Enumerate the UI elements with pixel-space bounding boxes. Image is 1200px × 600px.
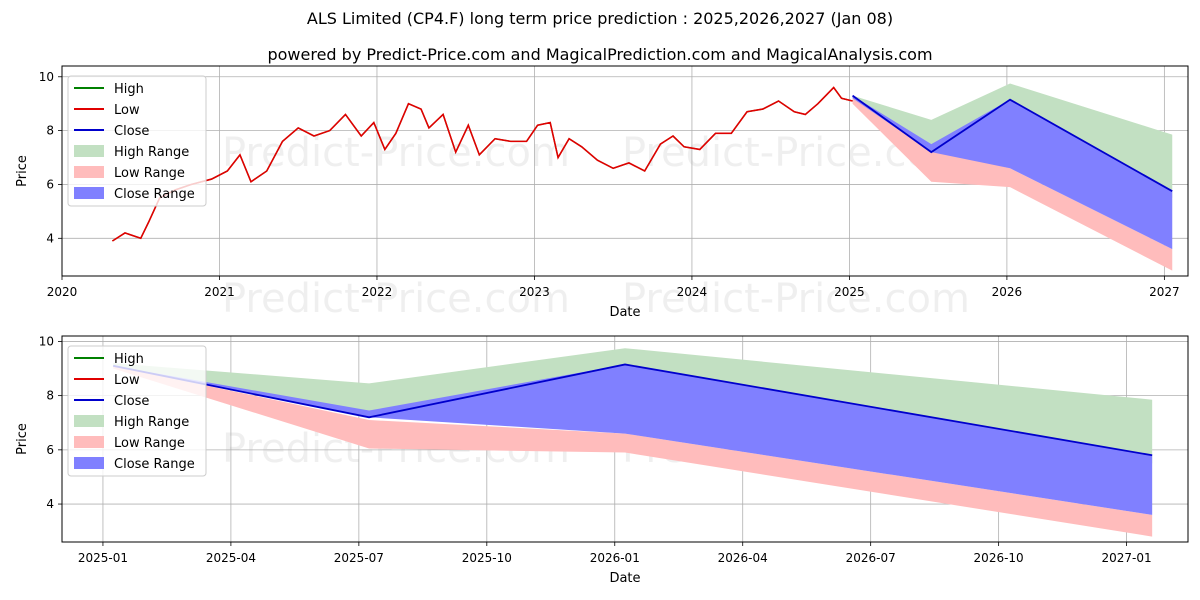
close-range-area	[113, 364, 1153, 515]
x-tick-label: 2022	[362, 285, 393, 299]
y-axis-label: Price	[15, 423, 30, 455]
x-axis-label: Date	[609, 305, 640, 320]
y-tick-label: 6	[46, 443, 54, 457]
legend-label-close-range: Close Range	[114, 187, 195, 202]
legend-swatch-low-range	[74, 436, 104, 448]
x-tick-label: 2027-01	[1102, 551, 1152, 565]
legend-label-high: High	[114, 82, 144, 97]
y-tick-label: 4	[46, 497, 54, 511]
y-tick-label: 8	[46, 124, 54, 138]
legend-swatch-low-range	[74, 166, 104, 178]
low-range-area	[113, 365, 1153, 537]
y-tick-label: 8	[46, 389, 54, 403]
x-tick-label: 2026-07	[846, 551, 896, 565]
x-tick-label: 2026	[992, 285, 1023, 299]
legend-label-low-range: Low Range	[114, 436, 185, 451]
legend-label-close: Close	[114, 124, 149, 139]
legend-swatch-high-range	[74, 415, 104, 427]
x-tick-label: 2020	[47, 285, 78, 299]
x-tick-label: 2026-01	[590, 551, 640, 565]
x-tick-label: 2025	[834, 285, 865, 299]
watermark-text: Predict-Price.com	[222, 130, 570, 176]
x-tick-label: 2025-10	[462, 551, 512, 565]
x-tick-label: 2025-07	[334, 551, 384, 565]
legend-label-low-range: Low Range	[114, 166, 185, 181]
y-tick-label: 10	[39, 334, 54, 348]
y-tick-label: 10	[39, 70, 54, 84]
close-line	[852, 94, 1173, 192]
chart-title: ALS Limited (CP4.F) long term price pred…	[306, 9, 894, 28]
y-axis-label: Price	[15, 155, 30, 187]
y-tick-label: 4	[46, 231, 54, 245]
x-tick-label: 2027	[1149, 285, 1180, 299]
legend-label-close-range: Close Range	[114, 457, 195, 472]
high-range-area	[113, 348, 1153, 464]
close-range-area	[852, 95, 1173, 250]
high-range-area	[852, 83, 1173, 198]
close-line	[113, 363, 1153, 457]
x-tick-label: 2023	[519, 285, 550, 299]
legend-label-high: High	[114, 352, 144, 367]
x-axis-label: Date	[609, 571, 640, 586]
watermark-text: Predict-Price.com	[222, 276, 570, 322]
x-tick-label: 2025-01	[78, 551, 128, 565]
x-tick-label: 2026-04	[718, 551, 768, 565]
legend-label-close: Close	[114, 394, 149, 409]
legend-label-high-range: High Range	[114, 145, 189, 160]
watermark-text: Predict-Price.com	[622, 276, 970, 322]
plot-frame	[61, 65, 1189, 277]
low-range-area	[852, 95, 1173, 271]
y-tick-label: 6	[46, 177, 54, 191]
legend-label-low: Low	[114, 373, 140, 388]
legend-swatch-close-range	[74, 457, 104, 469]
x-tick-label: 2026-10	[974, 551, 1024, 565]
legend-swatch-high-range	[74, 145, 104, 157]
plot-frame	[61, 335, 1189, 543]
legend-label-high-range: High Range	[114, 415, 189, 430]
x-tick-label: 2025-04	[206, 551, 256, 565]
x-tick-label: 2024	[677, 285, 708, 299]
chart-subtitle: powered by Predict-Price.com and Magical…	[267, 45, 933, 64]
legend-swatch-close-range	[74, 187, 104, 199]
x-tick-label: 2021	[204, 285, 235, 299]
low-line	[111, 86, 853, 242]
legend-label-low: Low	[114, 103, 140, 118]
